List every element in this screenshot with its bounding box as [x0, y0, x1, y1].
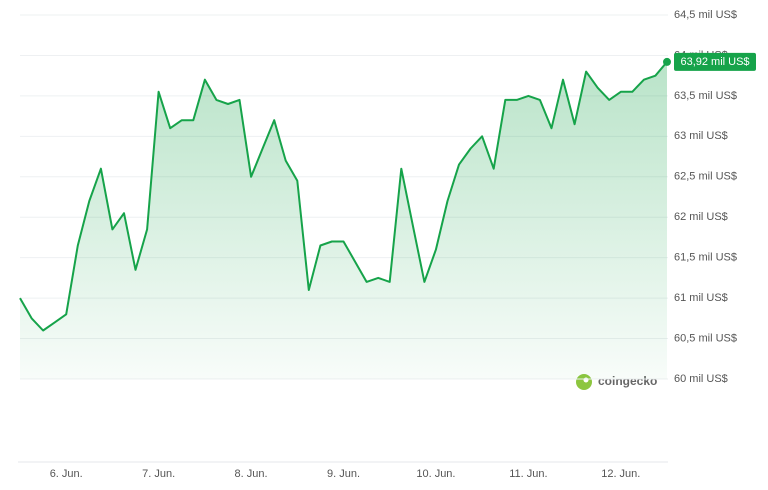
y-tick-label: 61 mil US$: [674, 292, 728, 304]
x-tick-label: 7. Jun.: [142, 468, 175, 480]
y-tick-label: 63 mil US$: [674, 130, 728, 142]
x-tick-label: 6. Jun.: [50, 468, 83, 480]
y-tick-label: 60 mil US$: [674, 373, 728, 385]
y-tick-label: 60,5 mil US$: [674, 332, 737, 344]
x-tick-label: 10. Jun.: [416, 468, 455, 480]
x-tick-label: 9. Jun.: [327, 468, 360, 480]
area-fill: [20, 61, 667, 380]
price-badge: [674, 52, 756, 71]
price-badge-label: 63,92 mil US$: [680, 56, 749, 68]
y-tick-label: 63,5 mil US$: [674, 90, 737, 102]
x-tick-label: 8. Jun.: [235, 468, 268, 480]
y-tick-label: 64,5 mil US$: [674, 9, 737, 21]
y-tick-label: 62,5 mil US$: [674, 171, 737, 183]
y-tick-label: 61,5 mil US$: [674, 252, 737, 264]
last-point: [663, 57, 671, 66]
x-tick-label: 11. Jun.: [509, 468, 547, 480]
x-tick-label: 12. Jun.: [601, 468, 640, 480]
price-line: [19, 61, 668, 332]
y-tick-label: 62 mil US$: [674, 211, 728, 223]
